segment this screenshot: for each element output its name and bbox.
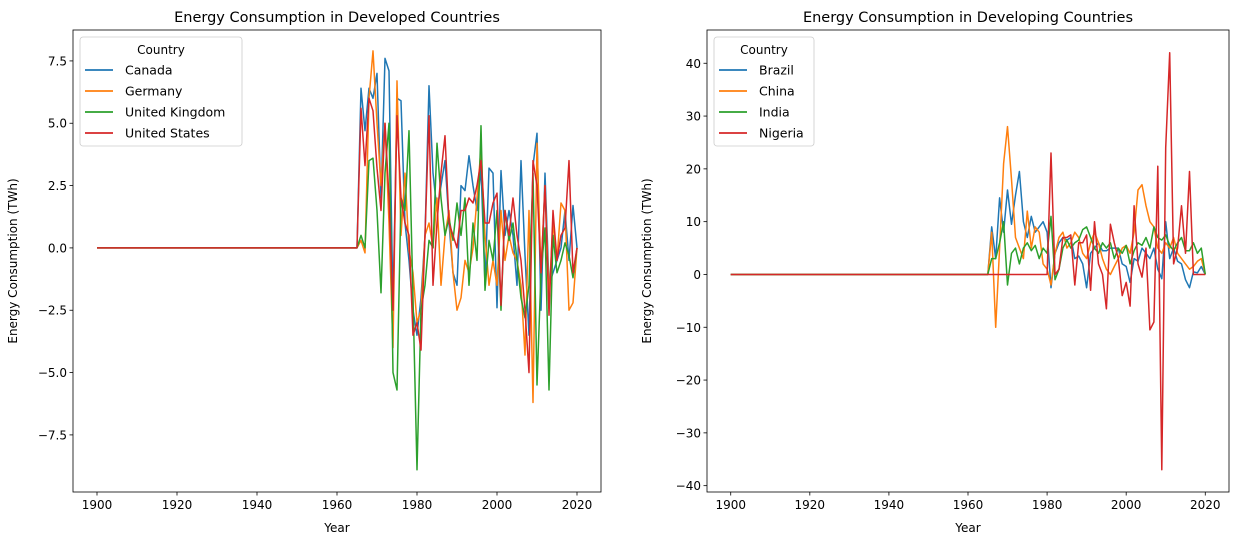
chart-title: Energy Consumption in Developing Countri… <box>803 10 1133 26</box>
y-tick-label: 7.5 <box>48 54 67 68</box>
legend-box <box>713 36 815 147</box>
x-tick-label: 1900 <box>715 498 746 512</box>
y-tick-label: −5.0 <box>38 366 67 380</box>
x-tick-label: 1940 <box>874 498 905 512</box>
legend-label: China <box>759 84 795 99</box>
y-tick-label: −7.5 <box>38 428 67 442</box>
series-line-united-states <box>97 97 578 374</box>
y-axis-label: Energy Consumption (TWh) <box>640 178 654 343</box>
legend-label: India <box>759 105 790 120</box>
y-tick-label: 2.5 <box>48 179 67 193</box>
series-line-united-kingdom <box>97 122 578 471</box>
x-tick-label: 2020 <box>1190 498 1221 512</box>
legend-label: Nigeria <box>759 126 804 141</box>
x-tick-label: 1980 <box>1032 498 1063 512</box>
legend-box <box>79 36 243 147</box>
x-tick-label: 2000 <box>1111 498 1142 512</box>
legend-label: Brazil <box>759 63 794 78</box>
legend-label: Canada <box>125 63 173 78</box>
chart-1: 1900 1920 1940 1960 1980 2000 2020 −40 −30 −20 −10… <box>640 10 1230 535</box>
x-tick-label: 1920 <box>162 498 193 512</box>
y-tick-label: 30 <box>686 110 701 124</box>
y-tick-label: −2.5 <box>38 304 67 318</box>
y-tick-label: −40 <box>676 479 701 493</box>
x-tick-label: 1960 <box>322 498 353 512</box>
x-tick-label: 1940 <box>242 498 273 512</box>
x-tick-label: 2020 <box>562 498 593 512</box>
legend: Country Brazil China India Nigeria <box>713 36 815 147</box>
legend-title: Country <box>137 43 185 57</box>
series-line-china <box>730 125 1207 329</box>
x-tick-label: 2000 <box>482 498 513 512</box>
series-line-nigeria <box>730 51 1206 471</box>
y-tick-label: 5.0 <box>48 117 67 131</box>
legend-title: Country <box>740 43 788 57</box>
legend-label: United States <box>125 126 210 141</box>
x-tick-label: 1920 <box>795 498 826 512</box>
legend: Country Canada Germany United Kingdom United… <box>79 36 243 147</box>
x-axis-label: Year <box>323 521 349 535</box>
x-tick-label: 1960 <box>953 498 984 512</box>
legend-label: United Kingdom <box>125 105 225 120</box>
y-tick-label: 40 <box>686 57 701 71</box>
series-line-india <box>730 215 1207 286</box>
y-tick-label: 0 <box>693 268 701 282</box>
y-tick-label: −30 <box>676 426 701 440</box>
legend-label: Germany <box>125 84 183 99</box>
x-tick-label: 1980 <box>402 498 433 512</box>
chart-title: Energy Consumption in Developed Countrie… <box>174 10 500 26</box>
y-tick-label: −10 <box>676 321 701 335</box>
y-tick-label: 10 <box>686 215 701 229</box>
x-axis-label: Year <box>954 521 980 535</box>
chart-0: 1900 1920 1940 1960 1980 2000 2020 −7.5 −5.0 −2.5… <box>6 10 602 535</box>
y-tick-label: 0.0 <box>48 241 67 255</box>
y-tick-label: 20 <box>686 162 701 176</box>
y-tick-label: −20 <box>676 374 701 388</box>
x-tick-label: 1900 <box>82 498 113 512</box>
y-axis-label: Energy Consumption (TWh) <box>6 178 20 343</box>
